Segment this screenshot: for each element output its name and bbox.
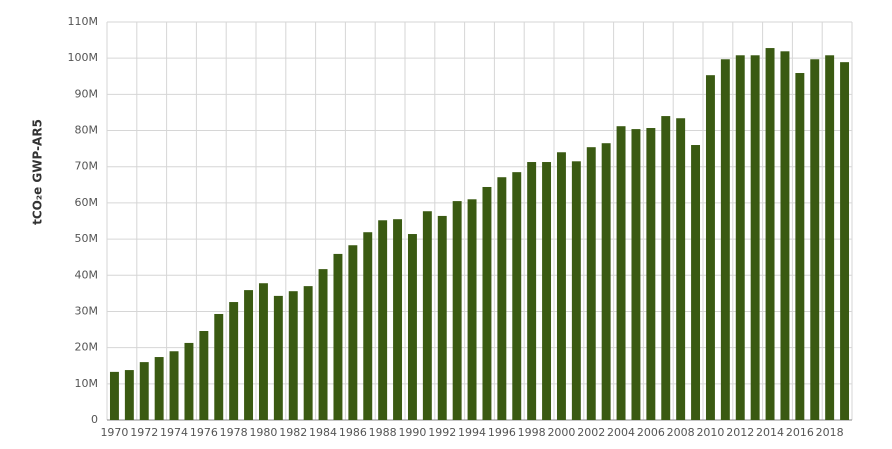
y-tick-label: 60M bbox=[75, 196, 99, 209]
bar bbox=[273, 295, 283, 420]
bar bbox=[124, 370, 134, 420]
x-tick-label: 1996 bbox=[488, 426, 516, 439]
x-tick-label: 2014 bbox=[756, 426, 784, 439]
y-axis-title: tCO₂e GWP-AR5 bbox=[31, 119, 45, 225]
bar bbox=[691, 145, 701, 420]
bar bbox=[437, 215, 447, 420]
x-tick-label: 1988 bbox=[369, 426, 397, 439]
bar bbox=[229, 302, 239, 420]
bar bbox=[720, 59, 730, 420]
y-tick-label: 10M bbox=[75, 377, 99, 390]
bar bbox=[810, 59, 820, 420]
bar bbox=[631, 129, 641, 420]
bar bbox=[303, 286, 313, 420]
x-tick-label: 2006 bbox=[637, 426, 665, 439]
y-tick-label: 20M bbox=[75, 341, 99, 354]
x-tick-label: 2012 bbox=[726, 426, 754, 439]
bar bbox=[661, 116, 671, 420]
bar bbox=[258, 283, 268, 420]
x-tick-label: 1998 bbox=[518, 426, 546, 439]
bar bbox=[288, 291, 298, 420]
x-tick-label: 1994 bbox=[458, 426, 486, 439]
bar bbox=[527, 162, 537, 421]
bar bbox=[497, 177, 507, 420]
bar bbox=[482, 186, 492, 420]
x-tick-label: 1990 bbox=[398, 426, 426, 439]
bar bbox=[795, 73, 805, 421]
y-tick-label: 70M bbox=[75, 160, 99, 173]
bar bbox=[601, 143, 611, 420]
x-tick-label: 1976 bbox=[190, 426, 218, 439]
bar bbox=[765, 48, 775, 421]
bar bbox=[840, 62, 850, 421]
y-tick-label: 0 bbox=[91, 413, 98, 426]
y-tick-label: 110M bbox=[68, 15, 99, 28]
x-tick-label: 1978 bbox=[220, 426, 248, 439]
bar bbox=[333, 253, 343, 420]
bar bbox=[348, 245, 358, 420]
x-tick-label: 2016 bbox=[786, 426, 814, 439]
y-tick-label: 100M bbox=[68, 51, 99, 64]
x-tick-label: 1970 bbox=[100, 426, 128, 439]
x-tick-label: 2010 bbox=[696, 426, 724, 439]
bar bbox=[542, 162, 552, 421]
bar bbox=[422, 211, 432, 420]
bar bbox=[169, 351, 179, 420]
bar bbox=[735, 55, 745, 421]
bar bbox=[646, 128, 656, 420]
bar bbox=[244, 290, 254, 420]
bar bbox=[378, 220, 388, 420]
x-tick-label: 1982 bbox=[279, 426, 307, 439]
x-tick-label: 2000 bbox=[547, 426, 575, 439]
bar bbox=[154, 357, 164, 420]
bar bbox=[780, 51, 790, 420]
bar bbox=[616, 126, 626, 420]
y-tick-label: 50M bbox=[75, 232, 99, 245]
bar bbox=[825, 55, 835, 421]
bar bbox=[750, 55, 760, 421]
bar bbox=[407, 234, 417, 420]
bar bbox=[184, 342, 194, 420]
bar bbox=[318, 269, 328, 420]
bar bbox=[556, 152, 566, 420]
bar bbox=[109, 371, 119, 420]
bar bbox=[139, 362, 149, 420]
x-tick-label: 1984 bbox=[309, 426, 337, 439]
bar bbox=[571, 161, 581, 421]
bar bbox=[705, 75, 715, 421]
x-tick-label: 1974 bbox=[160, 426, 188, 439]
x-tick-label: 2008 bbox=[667, 426, 695, 439]
y-tick-label: 30M bbox=[75, 304, 99, 317]
bar bbox=[393, 219, 403, 420]
x-tick-label: 2004 bbox=[607, 426, 635, 439]
x-tick-label: 1992 bbox=[428, 426, 456, 439]
bar bbox=[586, 147, 596, 420]
x-tick-label: 1972 bbox=[130, 426, 158, 439]
bar bbox=[363, 232, 373, 420]
x-tick-label: 1986 bbox=[339, 426, 367, 439]
bar bbox=[467, 199, 477, 420]
y-tick-label: 40M bbox=[75, 268, 99, 281]
bar bbox=[512, 172, 522, 420]
x-tick-label: 2018 bbox=[816, 426, 844, 439]
y-tick-label: 90M bbox=[75, 87, 99, 100]
y-tick-label: 80M bbox=[75, 124, 99, 137]
bar bbox=[676, 118, 686, 420]
bar bbox=[452, 201, 462, 420]
x-tick-label: 1980 bbox=[249, 426, 277, 439]
bar bbox=[199, 330, 209, 420]
bar bbox=[214, 313, 224, 420]
x-tick-label: 2002 bbox=[577, 426, 605, 439]
